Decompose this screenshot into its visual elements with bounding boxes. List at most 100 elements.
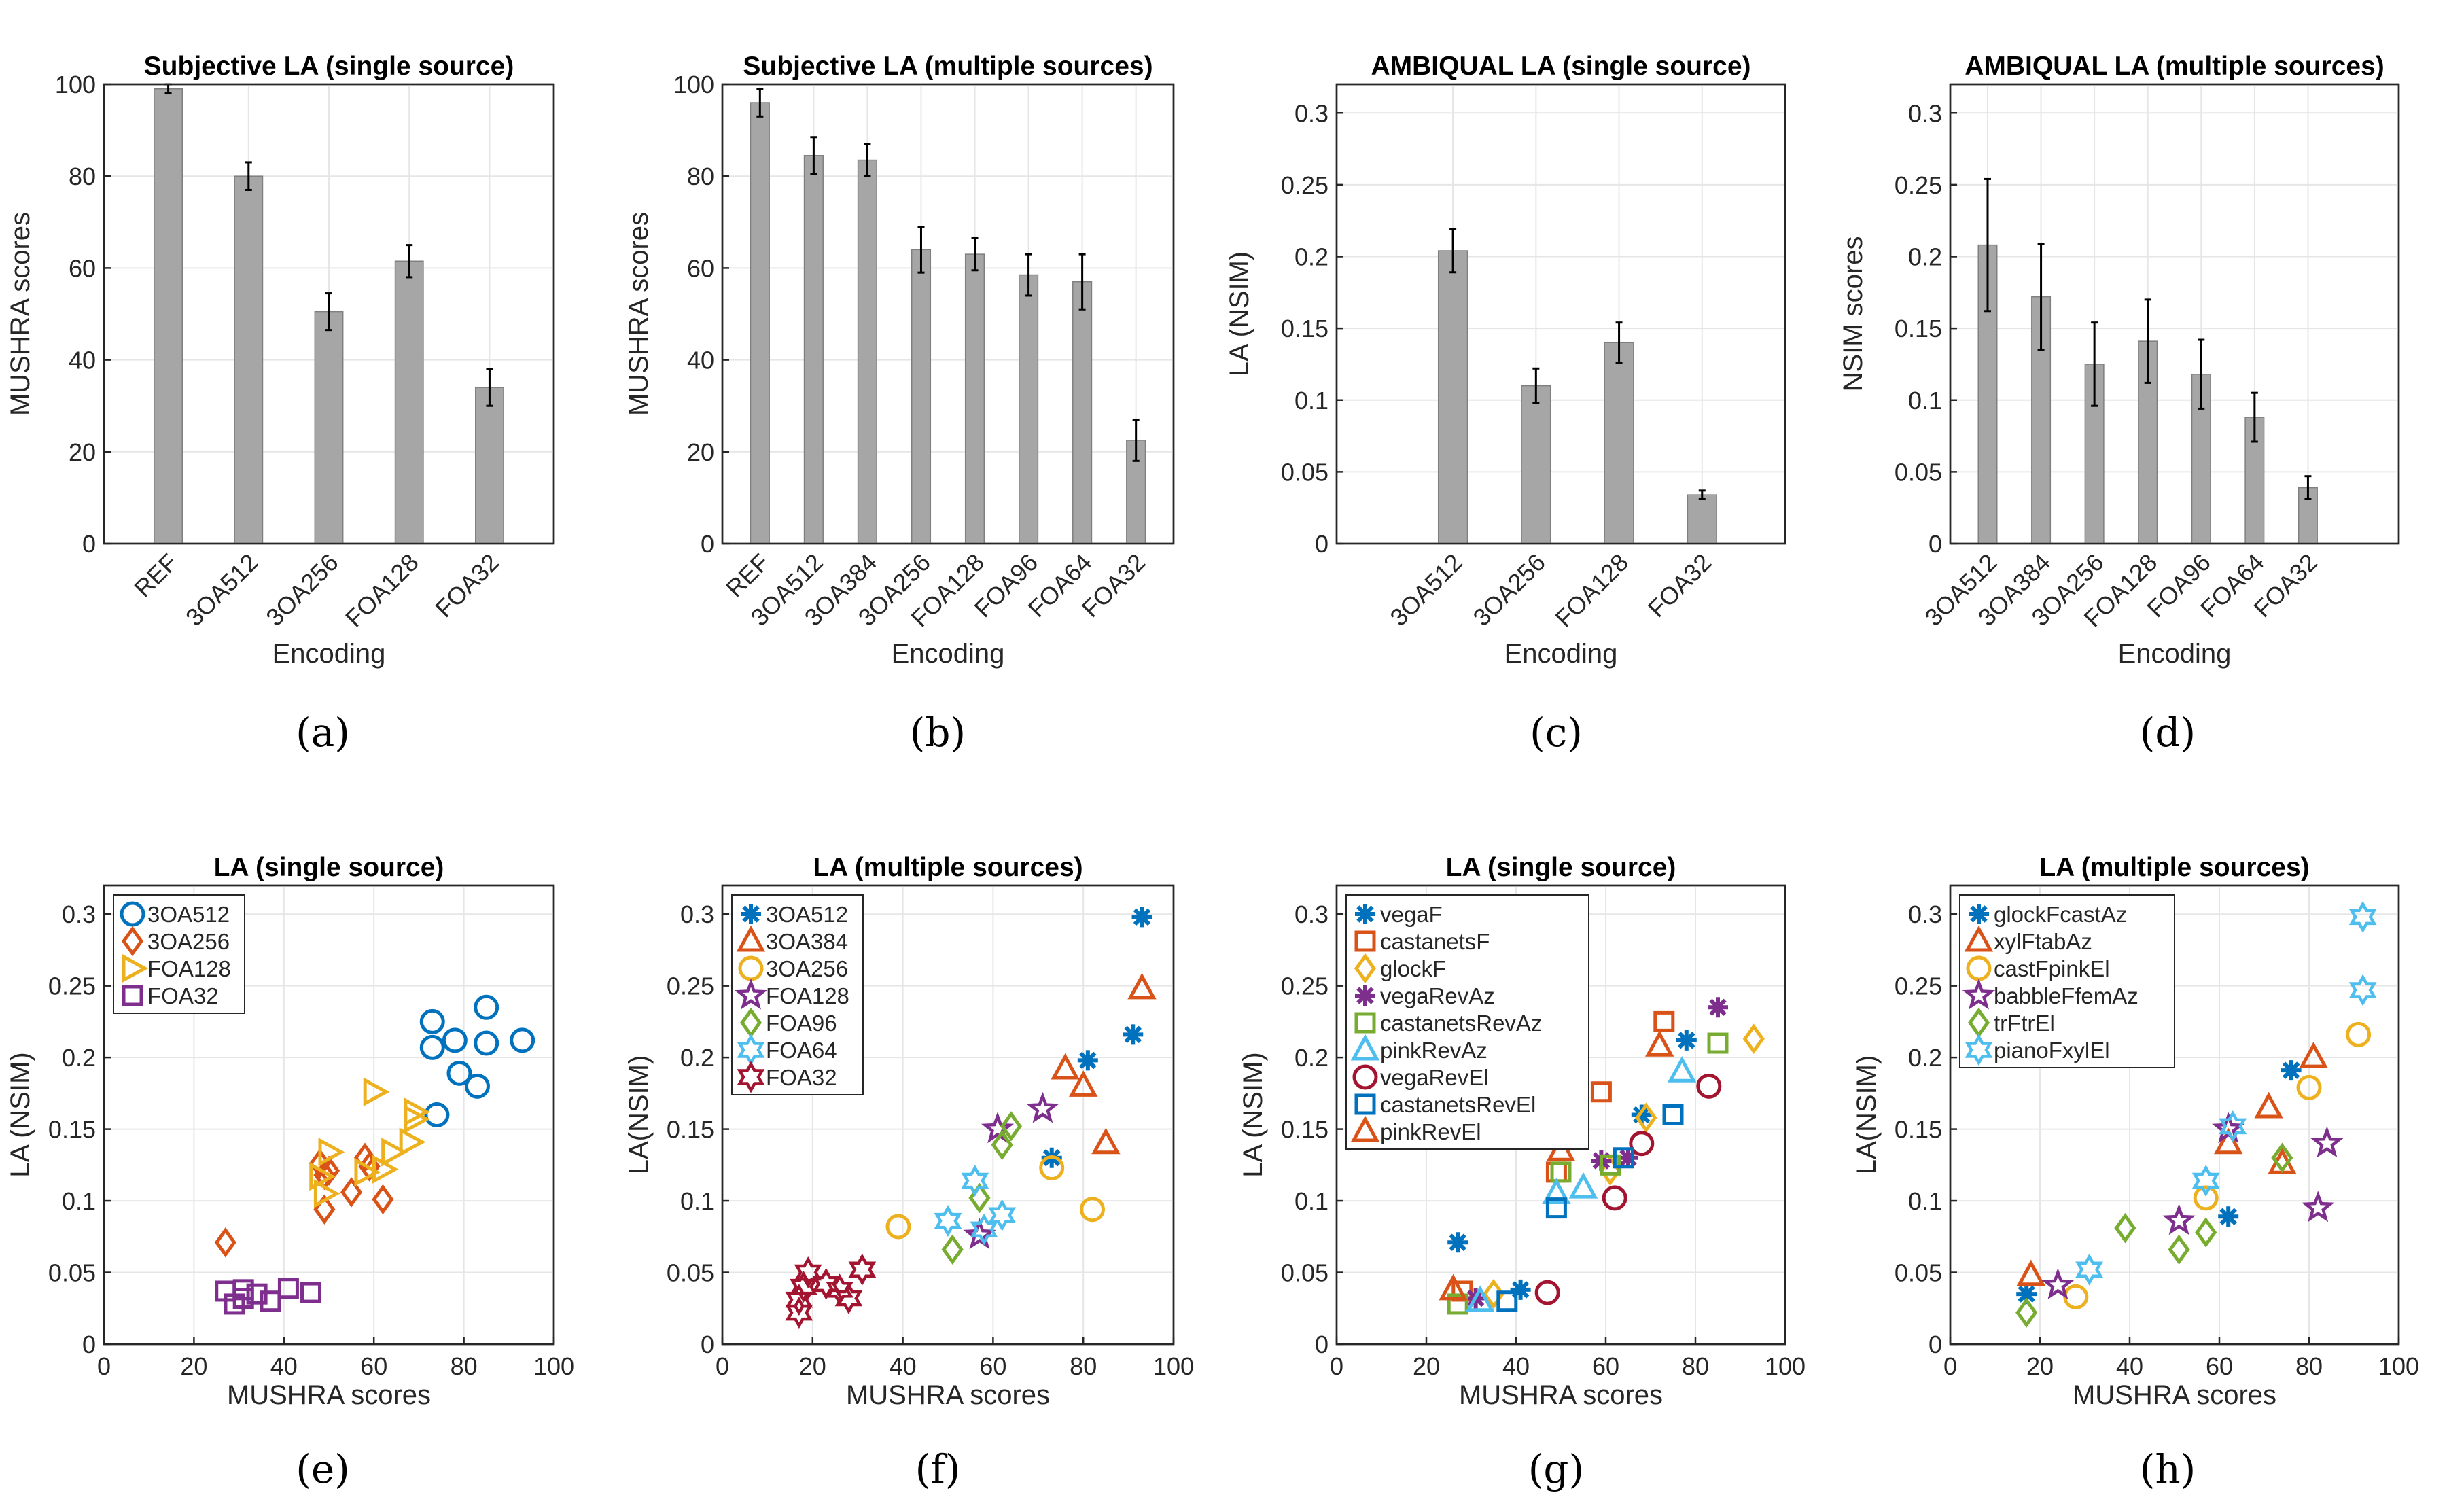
y-tick-label: 0.2 [1908,243,1942,271]
y-tick-label: 60 [687,254,714,282]
panel-label-e: (e) [296,1446,350,1492]
chart-g-scatter-single-item: 0 0.05 0.1 0.15 0.2 0.25 0.3 0 20 40 60 80 100 MUSHRA… [1238,853,1806,1410]
data-point-castanetsRevAz [1707,1032,1729,1054]
data-point-FOA96 [991,1129,1013,1161]
panel-label-g: (g) [1528,1446,1584,1492]
data-point-xylFtabAz [2299,1041,2328,1068]
x-tick-label: 100 [1153,1352,1194,1380]
x-tick-label: 60 [360,1352,387,1380]
y-tick-label: 0.25 [1895,972,1942,1000]
data-point-pianoFxylEl [2191,1165,2220,1197]
data-point-pinkRevAz [1465,1285,1495,1312]
y-tick-label: 0.05 [48,1259,96,1287]
data-point-FOA32 [834,1282,863,1314]
legend-label: xylFtabAz [1994,929,2092,954]
chart-title: AMBIQUAL LA (single source) [1371,52,1750,81]
data-point-castFpinkEl [2193,1185,2219,1211]
x-tick-label: 40 [890,1352,917,1380]
legend-box [1959,894,2175,1068]
data-point-3OA512 [510,1027,535,1053]
bar-3OA384 [857,159,878,544]
series-castanetsRevAz [1447,1032,1729,1315]
y-axis-label: LA (NSIM) [1225,251,1254,376]
bar-FOA64 [1072,281,1093,544]
data-point-3OA384 [1051,1053,1080,1080]
data-point-castFpinkEl [2346,1021,2372,1047]
y-tick-label: 20 [69,438,96,466]
x-tick-label: FOA32 [1642,548,1717,623]
x-tick-label: 0 [716,1352,729,1380]
data-point-pinkRevEl [1644,1030,1674,1057]
x-tick-label: 20 [799,1352,826,1380]
series-castFpinkEl [2063,1021,2372,1309]
panel-label-d: (d) [2140,709,2196,756]
legend-label: 3OA256 [766,956,848,981]
y-axis-label: LA (NSIM) [1238,1052,1268,1177]
data-point-FOA32 [794,1256,822,1288]
x-tick-label: 80 [2295,1352,2323,1380]
bar-FOA128 [394,260,424,544]
y-tick-label: 0.1 [1908,1187,1942,1215]
x-tick-label: 0 [1943,1352,1957,1380]
data-point-FOA32 [848,1253,877,1286]
y-axis-label: MUSHRA scores [624,212,654,416]
y-tick-label: 0.15 [48,1116,96,1144]
legend-label: FOA64 [766,1038,837,1063]
x-tick-label: 60 [1592,1352,1619,1380]
legend-marker-3OA512 [120,901,145,927]
legend-marker-glockF [1354,953,1377,984]
panel-labels: (a) (b) (c) (d) (e) (f) (g) (h) [296,709,2196,1492]
legend-label: trFtrEl [1994,1010,2055,1036]
legend-marker-3OA512 [741,904,761,924]
x-tick-label: 100 [533,1352,574,1380]
y-tick-label: 0 [1315,1331,1328,1358]
y-tick-label: 0.05 [1281,1259,1328,1287]
y-tick-label: 80 [687,162,714,190]
y-axis-label: LA(NSIM) [1852,1055,1882,1175]
data-point-castanetsRevEl [1496,1290,1518,1312]
x-axis-label: Encoding [1504,639,1618,669]
data-point-castanetsRevAz [1447,1293,1468,1315]
legend-label: pinkRevAz [1380,1038,1487,1063]
legend-label: vegaRevEl [1380,1065,1489,1090]
bar-FOA128 [1604,342,1634,544]
data-point-3OA384 [1068,1070,1098,1097]
plot-area-c [1335,83,1786,545]
legend-label: FOA32 [766,1065,837,1090]
y-tick-label: 0.2 [1295,243,1328,271]
legend-marker-vegaF [1355,904,1375,924]
legend-label: castanetsRevAz [1380,1010,1542,1036]
data-point-vegaRevAz [1708,997,1728,1018]
data-point-FOA128 [963,1218,996,1250]
data-point-3OA512 [419,1034,445,1060]
legend-marker-FOA32 [122,985,143,1006]
legend-label: 3OA512 [147,902,230,927]
legend-label: glockFcastAz [1994,902,2127,927]
data-point-FOA128 [354,1157,381,1187]
y-tick-label: 0.1 [1295,1187,1328,1215]
legend-label: FOA32 [147,983,219,1008]
series-castanetsRevEl [1496,1104,1684,1312]
series-FOA32 [215,1278,322,1315]
panel-label-f: (f) [915,1446,961,1492]
y-tick-label: 0.1 [680,1187,714,1215]
y-tick-label: 0.1 [1908,387,1942,415]
y-tick-label: 0.3 [680,900,714,928]
chart-b-subjective-multiple-bar: 020406080100REF3OA5123OA3843OA256FOA128F… [624,52,1175,669]
data-point-vegaRevEl [1629,1131,1655,1157]
chart-e-scatter-single-encoding: 0 0.05 0.1 0.15 0.2 0.25 0.3 0 20 40 60 80 100 MUSHRA… [5,853,574,1410]
series-vegaRevEl [1534,1073,1722,1305]
y-axis-label: LA (NSIM) [5,1052,35,1177]
data-point-glockF [1482,1278,1505,1309]
y-tick-label: 0.25 [48,972,96,1000]
data-point-FOA32 [277,1278,299,1299]
legend-label: glockF [1380,956,1446,981]
data-point-babbleFfemAz [2310,1126,2344,1158]
chart-f-scatter-multiple-encoding: 0 0.05 0.1 0.15 0.2 0.25 0.3 0 20 40 60 80 100 MUSHRA… [624,853,1194,1410]
x-tick-label: 20 [1413,1352,1440,1380]
data-point-FOA32 [812,1267,841,1300]
x-tick-label: 80 [1682,1352,1709,1380]
x-axis-label: MUSHRA scores [1459,1380,1663,1410]
bar-FOA96 [1018,274,1039,544]
